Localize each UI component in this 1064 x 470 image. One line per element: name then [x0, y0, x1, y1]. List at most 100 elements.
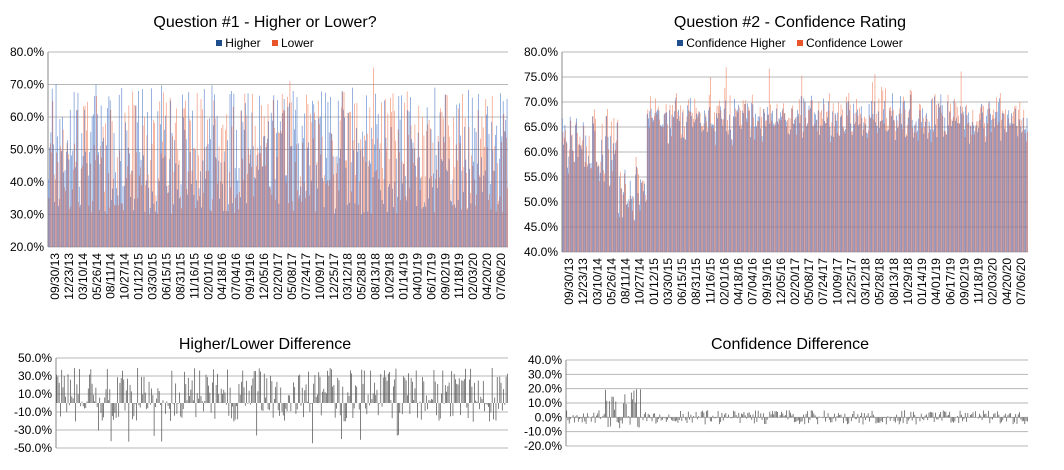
bar-confidence-higher: [917, 130, 918, 252]
bar-confidence-lower: [955, 103, 957, 252]
bar-higher: [273, 95, 275, 248]
bar-difference: [439, 403, 441, 419]
bar-confidence-higher: [650, 108, 652, 252]
bar-lower: [248, 148, 250, 247]
bar-lower: [375, 170, 377, 247]
bar-lower: [348, 111, 350, 247]
bar-difference: [830, 417, 832, 423]
bar-confidence-higher: [654, 112, 656, 252]
bar-higher: [145, 180, 147, 247]
bar-difference: [462, 380, 464, 403]
bar-higher: [313, 104, 315, 247]
bar-confidence-lower: [917, 140, 919, 252]
bar-confidence-higher: [601, 139, 602, 252]
bar-difference: [715, 417, 716, 419]
bar-confidence-lower: [609, 185, 611, 252]
bar-confidence-higher: [918, 118, 920, 252]
bar-higher: [113, 133, 115, 247]
bar-lower: [160, 153, 162, 247]
bar-higher: [229, 94, 231, 247]
x-tick-label: 12/05/16: [774, 258, 788, 305]
bar-lower: [221, 128, 222, 247]
bar-confidence-lower: [835, 115, 837, 253]
bar-difference: [620, 417, 622, 421]
bar-confidence-higher: [846, 102, 848, 252]
bar-difference: [161, 403, 163, 442]
bar-higher: [416, 206, 418, 247]
bar-lower: [414, 124, 416, 247]
bar-difference: [567, 417, 569, 421]
bar-difference: [916, 417, 918, 419]
bar-confidence-lower: [661, 127, 663, 252]
bar-difference: [760, 413, 762, 418]
bar-difference: [425, 395, 427, 403]
bar-lower: [377, 138, 378, 247]
bar-difference: [106, 368, 108, 403]
bar-difference: [839, 415, 841, 418]
bar-higher: [488, 134, 490, 247]
bar-confidence-lower: [882, 90, 884, 253]
bar-confidence-higher: [974, 131, 976, 252]
bar-difference: [1017, 414, 1019, 418]
bar-higher: [230, 91, 232, 247]
bar-difference: [894, 417, 896, 423]
bar-lower: [458, 108, 460, 248]
x-tick-label: 07/06/20: [1014, 258, 1028, 305]
bar-difference: [810, 410, 812, 418]
bar-confidence-higher: [931, 99, 933, 252]
bar-difference: [325, 393, 327, 403]
bar-confidence-higher: [627, 203, 628, 252]
bar-lower: [231, 126, 233, 247]
bar-difference: [848, 417, 850, 424]
bar-lower: [270, 188, 271, 247]
bar-higher: [64, 170, 66, 247]
bar-difference: [588, 416, 590, 418]
bar-lower: [123, 210, 125, 247]
bar-lower: [159, 101, 161, 247]
bar-confidence-higher: [572, 150, 574, 252]
y-tick-label: 40.0%: [528, 353, 562, 367]
bar-lower: [243, 180, 244, 247]
bar-confidence-higher: [862, 135, 863, 252]
bar-higher: [341, 90, 343, 248]
bar-confidence-lower: [750, 128, 752, 252]
bar-lower: [355, 175, 356, 247]
bar-higher: [250, 149, 251, 247]
legend-label: Lower: [281, 36, 314, 50]
bar-confidence-higher: [629, 180, 631, 252]
bar-difference: [424, 403, 426, 411]
bar-difference: [446, 391, 447, 403]
chart-legend: Higher Lower: [0, 36, 530, 50]
bar-confidence-higher: [612, 143, 614, 252]
bar-confidence-higher: [563, 144, 564, 252]
bar-lower: [421, 176, 422, 247]
bar-lower: [328, 185, 329, 247]
bar-confidence-higher: [635, 174, 636, 252]
bar-higher: [224, 151, 226, 247]
bar-difference: [659, 414, 661, 418]
bar-higher: [180, 184, 182, 247]
bar-confidence-higher: [773, 123, 775, 252]
bar-lower: [311, 122, 313, 247]
bar-lower: [218, 146, 220, 247]
bar-lower: [120, 203, 122, 247]
bar-confidence-lower: [960, 71, 962, 252]
bar-confidence-higher: [657, 109, 658, 252]
bar-confidence-higher: [686, 121, 687, 252]
bar-difference: [748, 412, 750, 418]
bar-difference: [869, 417, 870, 422]
bar-difference: [713, 417, 715, 419]
y-tick-label: 60.0%: [10, 110, 44, 124]
bar-confidence-lower: [1011, 115, 1013, 253]
x-tick-label: 05/28/18: [355, 253, 369, 300]
bar-confidence-lower: [984, 122, 985, 252]
bar-difference: [91, 383, 93, 403]
bar-difference: [761, 417, 763, 421]
bar-higher: [325, 92, 326, 247]
bar-confidence-higher: [633, 219, 635, 252]
bar-higher: [94, 95, 96, 248]
bar-higher: [495, 135, 496, 247]
bar-higher: [103, 137, 105, 247]
bar-confidence-higher: [855, 112, 857, 252]
bar-lower: [127, 166, 128, 247]
